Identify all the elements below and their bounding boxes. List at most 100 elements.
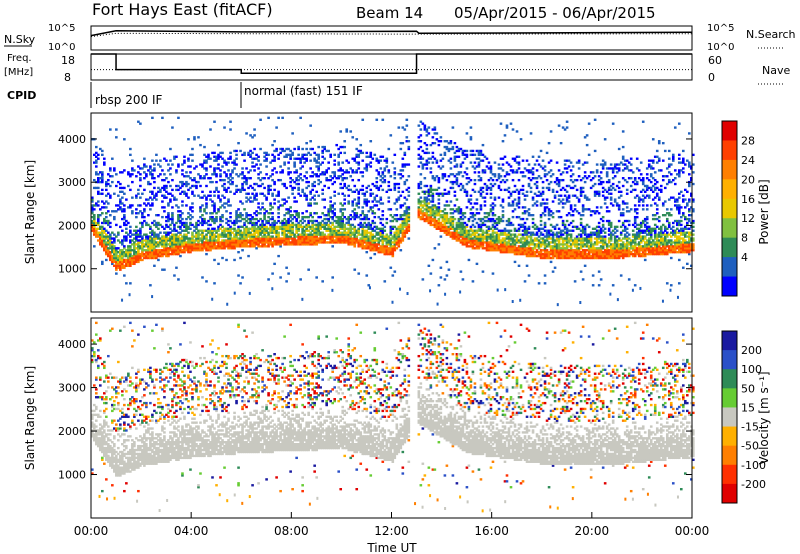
power-cell — [405, 215, 409, 219]
power-cell — [217, 243, 220, 246]
power-cell — [249, 155, 252, 158]
power-cell — [329, 229, 332, 232]
power-cell — [557, 245, 561, 248]
power-cell — [249, 237, 252, 240]
power-cell — [185, 223, 188, 227]
power-cell — [347, 171, 351, 174]
power-cell — [253, 188, 256, 192]
power-cell — [539, 227, 543, 230]
power-cell — [103, 202, 106, 205]
power-cell — [103, 229, 106, 232]
power-cell — [521, 212, 525, 215]
power-cell — [247, 186, 250, 190]
power-cell — [147, 243, 150, 246]
power-cell — [141, 249, 144, 252]
power-cell — [213, 258, 216, 262]
power-cell — [185, 229, 188, 232]
power-cell — [247, 254, 250, 258]
power-cell — [185, 184, 188, 188]
power-cell — [181, 243, 184, 246]
power-cell — [293, 165, 296, 168]
noise-panel: N.Sky 10^5 10^0 10^5 10^0 N.Search — [4, 23, 796, 53]
power-cell — [191, 245, 194, 248]
power-cell — [405, 225, 409, 229]
power-cell — [165, 177, 168, 180]
power-cell — [269, 229, 272, 232]
power-cell — [379, 245, 383, 248]
power-cell — [499, 167, 503, 170]
power-cell — [137, 243, 140, 246]
power-cell — [351, 223, 355, 227]
power-cell — [375, 180, 379, 184]
power-cell — [557, 231, 561, 234]
power-cell — [169, 235, 172, 238]
power-cell — [347, 202, 351, 205]
power-cell — [539, 237, 543, 240]
power-cell — [567, 254, 571, 258]
power-cell — [375, 157, 379, 160]
power-cell — [287, 210, 290, 213]
power-cell — [543, 214, 547, 217]
power-cell — [499, 180, 503, 184]
power-cell — [233, 159, 236, 162]
power-cell — [441, 225, 445, 229]
power-cell — [491, 212, 495, 215]
power-cell — [369, 206, 373, 209]
power-cell — [467, 233, 471, 236]
power-cell — [155, 252, 158, 256]
power-cell — [331, 245, 335, 248]
power-cell — [445, 145, 449, 149]
power-cell — [95, 221, 98, 225]
power-cell — [137, 120, 140, 123]
power-cell — [229, 227, 232, 230]
power-cell — [347, 223, 351, 227]
power-cell — [183, 161, 186, 164]
power-cell — [555, 247, 559, 250]
power-cell — [361, 237, 365, 240]
power-cell — [405, 229, 409, 232]
power-cell — [273, 241, 276, 244]
power-cell — [233, 161, 236, 164]
power-cell — [249, 149, 252, 153]
power-cell — [465, 241, 469, 244]
power-cell — [369, 151, 373, 155]
power-cell — [121, 252, 124, 256]
power-cell — [473, 214, 477, 217]
power-cell — [401, 141, 405, 145]
power-cell — [253, 245, 256, 248]
power-cell — [289, 235, 292, 238]
power-cell — [101, 149, 104, 153]
power-cell — [401, 163, 405, 166]
power-cell — [295, 225, 298, 229]
power-cell — [229, 215, 232, 219]
power-cell — [201, 231, 204, 234]
power-cell — [425, 163, 429, 166]
power-cell — [443, 219, 447, 223]
power-cell — [143, 219, 146, 223]
power-cell — [551, 245, 555, 248]
power-cell — [427, 202, 431, 205]
power-cell — [387, 241, 391, 244]
power-cell — [99, 227, 102, 230]
power-cell — [169, 173, 172, 176]
power-cell — [195, 231, 198, 234]
power-cell — [565, 227, 569, 230]
power-cell — [493, 235, 497, 238]
power-cell — [391, 241, 395, 244]
power-cell — [103, 245, 106, 248]
power-cell — [525, 227, 529, 230]
power-cell — [533, 245, 537, 248]
power-cell — [327, 210, 330, 213]
power-cell — [259, 217, 262, 221]
freq-unit-label: [MHz] — [4, 67, 33, 78]
power-cell — [429, 186, 433, 190]
power-cell — [451, 237, 455, 240]
power-cell — [185, 182, 188, 186]
power-cell — [183, 251, 186, 254]
power-cell — [109, 128, 112, 131]
power-cell — [555, 190, 559, 193]
power-cell — [575, 254, 579, 258]
power-cell — [233, 245, 236, 248]
power-cell — [525, 252, 529, 256]
power-cell — [151, 245, 154, 248]
